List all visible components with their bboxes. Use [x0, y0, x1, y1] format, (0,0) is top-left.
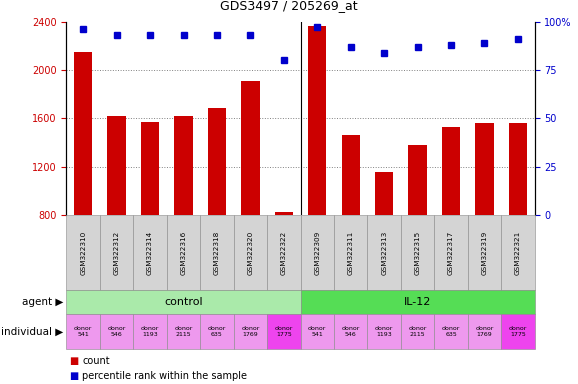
- Bar: [409, 145, 427, 215]
- Text: donor
1775: donor 1775: [275, 326, 293, 337]
- Text: donor
1769: donor 1769: [475, 326, 494, 337]
- Text: GSM322309: GSM322309: [314, 231, 320, 275]
- Text: donor
546: donor 546: [342, 326, 360, 337]
- Text: donor
635: donor 635: [208, 326, 226, 337]
- Text: GSM322321: GSM322321: [515, 231, 521, 275]
- Text: ■: ■: [69, 356, 79, 366]
- Text: GSM322314: GSM322314: [147, 231, 153, 275]
- Text: GSM322311: GSM322311: [348, 231, 354, 275]
- Text: count: count: [82, 356, 110, 366]
- Text: donor
1775: donor 1775: [509, 326, 527, 337]
- Text: donor
541: donor 541: [74, 326, 92, 337]
- Text: ■: ■: [69, 371, 79, 381]
- Bar: [475, 123, 494, 215]
- Bar: [175, 116, 192, 215]
- Text: GSM322320: GSM322320: [247, 231, 253, 275]
- Text: agent ▶: agent ▶: [22, 297, 64, 307]
- Text: donor
2115: donor 2115: [175, 326, 192, 337]
- Text: GSM322313: GSM322313: [381, 231, 387, 275]
- Bar: [208, 108, 226, 215]
- Text: donor
1769: donor 1769: [241, 326, 260, 337]
- Text: GSM322310: GSM322310: [80, 231, 86, 275]
- Text: GSM322315: GSM322315: [414, 231, 421, 275]
- Text: donor
546: donor 546: [108, 326, 126, 337]
- Text: individual ▶: individual ▶: [1, 327, 64, 337]
- Bar: [275, 212, 293, 215]
- Bar: [108, 116, 126, 215]
- Text: percentile rank within the sample: percentile rank within the sample: [82, 371, 247, 381]
- Bar: [342, 136, 360, 215]
- Text: GSM322322: GSM322322: [281, 231, 287, 275]
- Text: donor
2115: donor 2115: [409, 326, 427, 337]
- Bar: [509, 123, 527, 215]
- Bar: [141, 122, 160, 215]
- Text: IL-12: IL-12: [404, 297, 431, 307]
- Text: GSM322319: GSM322319: [481, 231, 487, 275]
- Text: GDS3497 / 205269_at: GDS3497 / 205269_at: [220, 0, 358, 12]
- Text: donor
541: donor 541: [308, 326, 327, 337]
- Text: GSM322316: GSM322316: [180, 231, 187, 275]
- Text: control: control: [164, 297, 203, 307]
- Bar: [308, 26, 327, 215]
- Bar: [442, 127, 460, 215]
- Bar: [74, 52, 92, 215]
- Bar: [241, 81, 260, 215]
- Text: GSM322317: GSM322317: [448, 231, 454, 275]
- Text: donor
1193: donor 1193: [375, 326, 394, 337]
- Text: GSM322318: GSM322318: [214, 231, 220, 275]
- Bar: [375, 172, 394, 215]
- Text: donor
1193: donor 1193: [141, 326, 160, 337]
- Text: GSM322312: GSM322312: [114, 231, 120, 275]
- Text: donor
635: donor 635: [442, 326, 460, 337]
